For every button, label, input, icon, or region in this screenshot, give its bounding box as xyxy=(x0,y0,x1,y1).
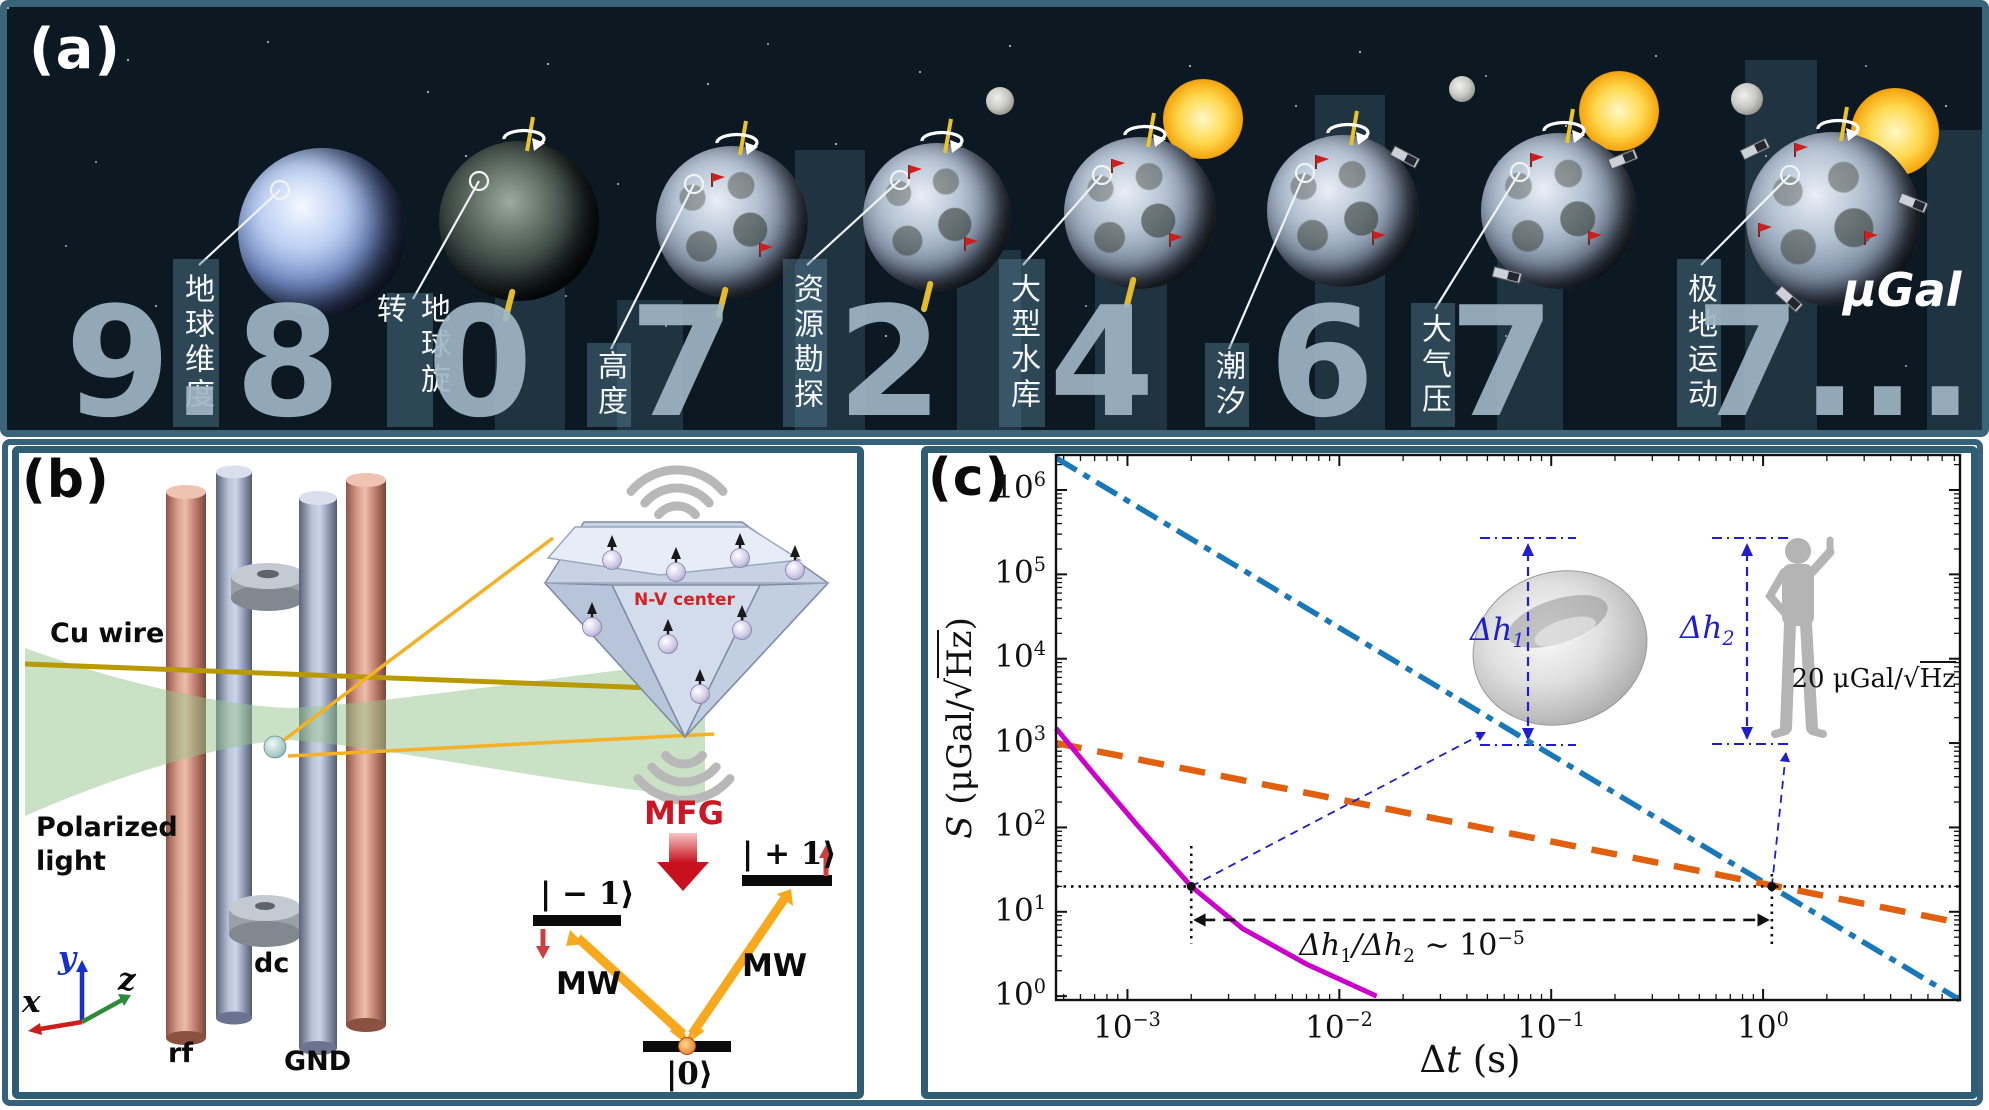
starfield xyxy=(7,7,9,9)
sun-icon xyxy=(1579,71,1659,151)
spin-up-arrow xyxy=(819,845,833,876)
mw-transition-arrows xyxy=(574,895,789,1038)
gravity-digit: 9. xyxy=(65,274,229,437)
effect-label-resources: 资源勘探 xyxy=(783,259,827,427)
ratio-label: Δh1/Δh2 ∼ 10−5 xyxy=(1299,928,1525,967)
globe-terrain xyxy=(1064,137,1216,289)
panel-a-overlay xyxy=(198,105,1929,350)
x-tick-label: 10−3 xyxy=(1093,1008,1161,1046)
x-tick-label: 10−2 xyxy=(1305,1008,1373,1046)
gnd-label: GND xyxy=(284,1046,352,1077)
y-tick-label: 101 xyxy=(994,891,1046,929)
electrode-rod-blue-right xyxy=(299,491,337,1055)
y-tick-label: 106 xyxy=(994,468,1046,506)
y-tick-label: 105 xyxy=(994,553,1046,591)
x-tick-label: 100 xyxy=(1737,1008,1789,1046)
levitated-nanodiamond xyxy=(263,735,287,759)
y-tick-label: 100 xyxy=(994,975,1046,1013)
x-axis-title: Δt (s) xyxy=(1419,1038,1521,1081)
cu-wire-label: Cu wire xyxy=(50,618,165,649)
y-tick-label: 102 xyxy=(994,806,1046,844)
gravity-digit: 4 xyxy=(1049,274,1155,437)
orange-dashed-line xyxy=(1055,739,1961,926)
flag-markers xyxy=(711,142,1879,258)
gravity-digit: 0 xyxy=(427,274,533,437)
wifi-arcs-bottom xyxy=(633,750,735,805)
dh2-measure-arrow xyxy=(1712,537,1792,745)
z-axis-arrowhead xyxy=(118,994,131,1006)
panel-a-tag: (a) xyxy=(29,17,121,82)
level-minus1-label: | − 1⟩ xyxy=(540,876,635,912)
mfg-arrow xyxy=(657,833,709,891)
x-axis-label: x xyxy=(22,984,41,1020)
effect-label-polar: 极地运动 xyxy=(1677,259,1721,427)
moon-icon xyxy=(1449,76,1475,102)
y-tick-label: 103 xyxy=(994,722,1046,760)
effect-label-tides: 潮汐 xyxy=(1205,343,1249,427)
mw-label-right: MW xyxy=(742,948,808,984)
y-tick-label: 104 xyxy=(994,637,1046,675)
blue-dashdot-line xyxy=(1054,455,1962,1003)
dh2-label: Δh2 xyxy=(1680,610,1735,651)
gravity-digit: 2 xyxy=(837,274,943,437)
globe-earth-rotating xyxy=(439,141,599,301)
level-plus1-label: | + 1⟩ xyxy=(742,836,837,872)
gravity-digit: 8 xyxy=(235,274,341,437)
panel-b-tag: (b) xyxy=(22,450,110,510)
spin-down-arrow xyxy=(536,929,550,959)
y-axis-label: y xyxy=(58,940,77,976)
globe-earth-smooth xyxy=(238,148,406,316)
polarized-light-label2: light xyxy=(36,846,106,877)
person-silhouette xyxy=(1765,536,1835,738)
effect-label-latitude: 地球维度 xyxy=(173,259,219,427)
mw-label-left: MW xyxy=(556,966,622,1002)
rf-label: rf xyxy=(168,1038,194,1069)
gravity-digit: 7 xyxy=(1449,274,1555,437)
mfg-label: MFG xyxy=(644,794,724,832)
axis-pins xyxy=(502,276,1137,323)
globe-terrain xyxy=(656,146,808,298)
panel-c-tag: (c) xyxy=(928,448,1010,508)
globe-terrain xyxy=(1746,132,1920,306)
level-bar-minus1 xyxy=(533,915,621,926)
cell-blob-illustration xyxy=(1472,570,1648,726)
unit-ugal: μGal xyxy=(1843,263,1962,317)
sensitivity-label: 20 μGal/√Hz xyxy=(1756,661,1956,694)
polarized-light-label: Polarized xyxy=(36,812,178,843)
rotation-icons xyxy=(501,105,1861,157)
gravity-digit: 6 xyxy=(1269,274,1375,437)
dh1-label: Δh1 xyxy=(1470,612,1525,653)
x-axis-arrowhead xyxy=(28,1023,42,1035)
globe-terrain xyxy=(863,143,1011,291)
zoom-line-bottom xyxy=(287,732,715,758)
trap-diagram xyxy=(24,465,833,1055)
gravity-digit: 7... xyxy=(1695,274,1974,437)
dc-disc-top xyxy=(231,563,305,611)
dh1-measure-arrow xyxy=(1480,537,1576,746)
ground-state-dot xyxy=(678,1037,696,1055)
panel-a: 地球维度 地球旋转 高度 资源勘探 大型水库 潮汐 大气压 极地运动 9. 8 … xyxy=(0,0,1989,437)
effect-label-reservoir: 大型水库 xyxy=(999,259,1045,427)
moon-icon xyxy=(986,87,1014,115)
dc-disc-bottom xyxy=(229,895,301,947)
z-axis-label: z xyxy=(118,962,136,998)
coordinate-axes xyxy=(39,970,124,1032)
label-connectors xyxy=(198,161,1801,350)
x-tick-label: 10−1 xyxy=(1517,1008,1585,1046)
wifi-arcs-top xyxy=(626,465,728,520)
zoom-line-top xyxy=(282,536,555,742)
y-axis-arrowhead xyxy=(76,960,88,972)
globe-terrain xyxy=(1267,135,1419,287)
moon-icon xyxy=(1731,83,1763,115)
dc-label: dc xyxy=(254,948,290,979)
laser-beam xyxy=(25,648,705,816)
electrode-rod-rf-left xyxy=(166,485,206,1045)
effect-label-pressure: 大气压 xyxy=(1411,303,1455,427)
sensitivity-chart xyxy=(1054,453,1962,1003)
level-zero-label: |0⟩ xyxy=(666,1056,714,1092)
nv-center-label: N-V center xyxy=(634,590,735,610)
gravity-digit: 7 xyxy=(629,274,735,437)
level-bar-plus1 xyxy=(742,875,832,886)
effect-label-height: 高度 xyxy=(587,343,631,427)
